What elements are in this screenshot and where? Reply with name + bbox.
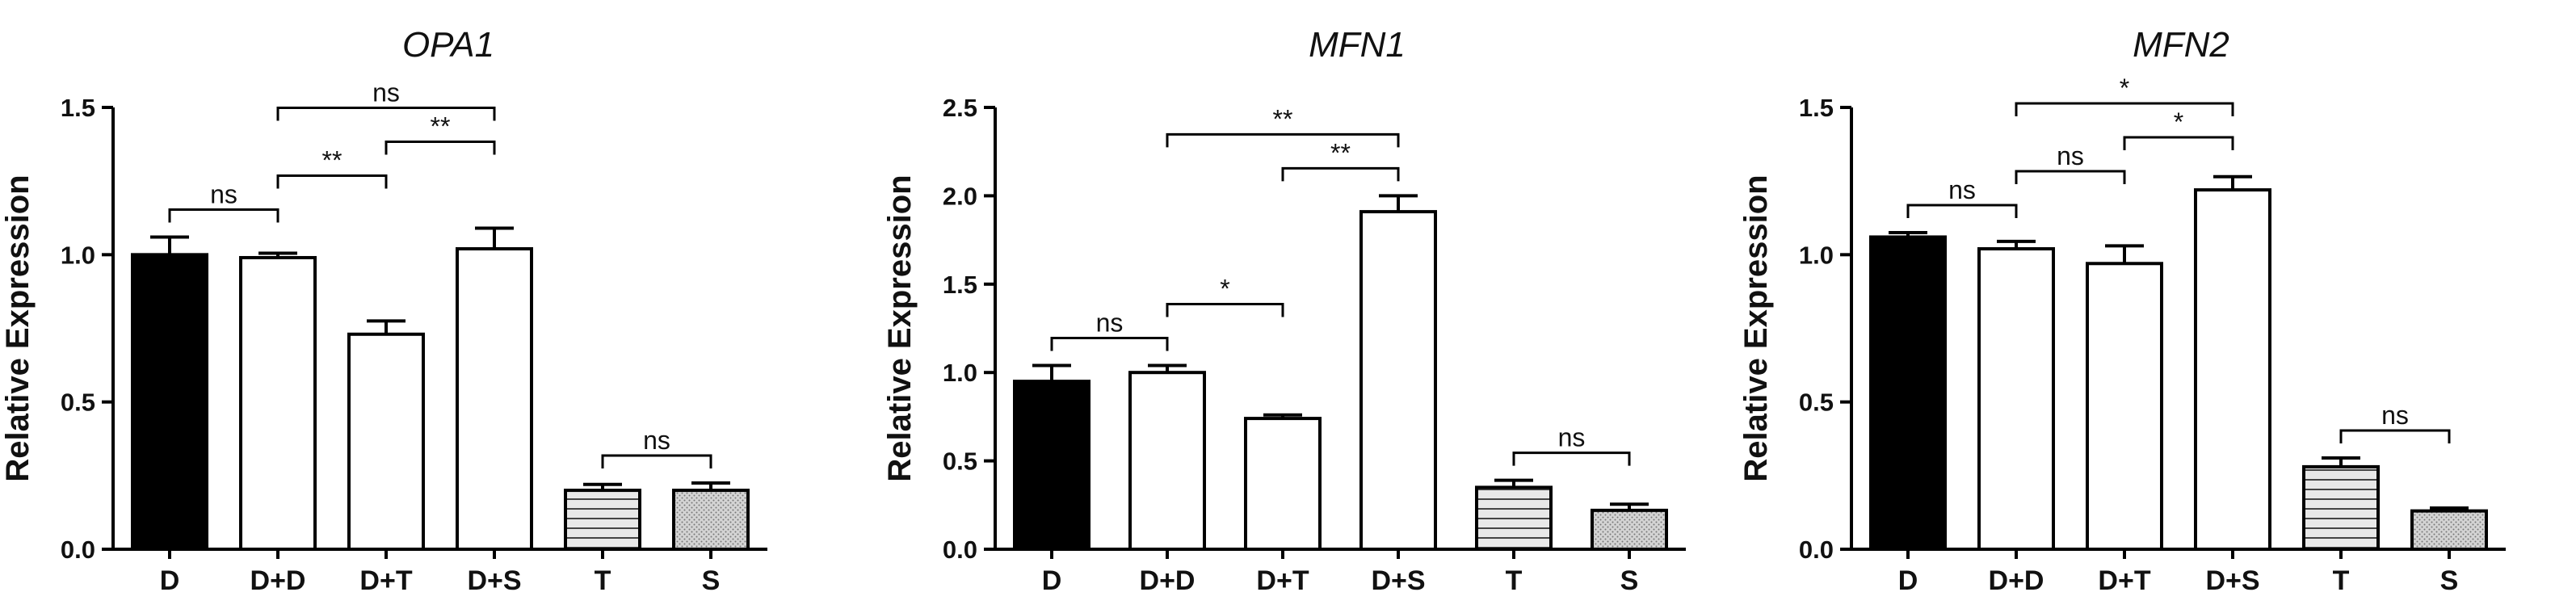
significance-bracket (1281, 166, 1400, 182)
x-tick-label: D (1898, 565, 1918, 596)
significance-label: ns (372, 78, 400, 107)
y-tick-label: 1.5 (1799, 94, 1834, 122)
x-tick-label: S (1620, 565, 1639, 596)
bar (347, 332, 425, 551)
significance-bracket (2339, 429, 2451, 443)
significance-label: * (2174, 107, 2183, 136)
x-tick-label: D+T (1256, 565, 1309, 596)
x-tick-label: T (2333, 565, 2350, 596)
bar (1591, 508, 1668, 552)
y-tick-label: 1.5 (61, 94, 95, 122)
bar (456, 247, 533, 551)
y-axis-label: Relative Expression (0, 174, 36, 481)
significance-label: ns (1558, 423, 1586, 452)
y-tick-label: 0.5 (61, 388, 95, 417)
bar (672, 489, 750, 551)
y-tick-label: 0.5 (1799, 388, 1834, 417)
x-tick-label: D+T (2098, 565, 2150, 596)
significance-label: ns (2057, 141, 2084, 170)
chart-panel-opa1: OPA1 Relative Expression 0.0 0.5 1.0 1.5 D D+D D… (0, 25, 767, 596)
y-tick-label: 1.0 (1799, 241, 1834, 269)
x-tick-label: T (1506, 565, 1523, 596)
y-tick-label: 1.5 (943, 271, 977, 299)
bar (564, 489, 641, 551)
bar (1869, 235, 1947, 551)
bar (2302, 464, 2380, 551)
y-axis-label: Relative Expression (1738, 174, 1774, 481)
chart-panel-mfn2: MFN2 Relative Expression 0.0 0.5 1.0 1.5 D D+D D… (1738, 25, 2506, 596)
x-tick-label: D+S (2205, 565, 2259, 596)
chart-title: OPA1 (402, 25, 494, 65)
x-tick-label: D+D (1140, 565, 1196, 596)
significance-bracket (1512, 452, 1631, 466)
x-tick-label: D+D (250, 565, 306, 596)
significance-bracket (1166, 132, 1400, 148)
chart-title: MFN2 (2133, 25, 2229, 65)
bar (131, 253, 208, 551)
y-tick-label: 2.0 (943, 182, 977, 210)
significance-label: ns (1096, 308, 1124, 337)
significance-label: ** (1273, 104, 1293, 133)
significance-bracket (2015, 102, 2234, 116)
y-tick-label: 1.0 (943, 359, 977, 387)
significance-bracket (1166, 302, 1284, 317)
significance-bracket (1050, 336, 1169, 351)
y-tick-label: 0.0 (1799, 536, 1834, 564)
bar (1128, 371, 1206, 552)
bar (1977, 247, 2055, 551)
bar (2194, 188, 2271, 552)
chart-title: MFN1 (1309, 25, 1406, 65)
significance-bracket (601, 454, 712, 468)
x-tick-label: T (595, 565, 611, 596)
significance-label: ** (1330, 138, 1351, 167)
y-axis-label: Relative Expression (882, 174, 918, 481)
significance-bracket (385, 140, 496, 155)
chart-panel-mfn1: MFN1 Relative Expression 0.0 0.5 1.0 1.5 2.0 2.… (882, 25, 1686, 596)
x-tick-label: S (2440, 565, 2459, 596)
bar (2086, 262, 2163, 551)
significance-label: ns (2381, 401, 2409, 430)
significance-label: ns (210, 179, 237, 208)
bar (239, 255, 317, 551)
significance-label: ** (322, 145, 342, 174)
significance-bracket (168, 208, 279, 223)
bar (2410, 509, 2488, 551)
bar (1359, 210, 1437, 551)
significance-label: ns (1948, 175, 1976, 204)
x-tick-label: S (702, 565, 721, 596)
y-tick-label: 0.0 (61, 536, 95, 564)
x-tick-label: D+S (467, 565, 521, 596)
y-tick-label: 0.0 (943, 536, 977, 564)
x-tick-label: D+D (1989, 565, 2044, 596)
y-tick-label: 2.5 (943, 94, 977, 122)
significance-bracket (1906, 204, 2018, 218)
significance-bracket (276, 106, 496, 121)
x-tick-label: D+S (1371, 565, 1425, 596)
x-tick-label: D (1042, 565, 1062, 596)
x-tick-label: D (160, 565, 180, 596)
y-tick-label: 1.0 (61, 241, 95, 269)
bar (1475, 485, 1553, 551)
significance-label: ns (643, 426, 670, 455)
significance-bracket (276, 174, 388, 189)
bar (1244, 417, 1322, 552)
bar (1013, 380, 1090, 552)
significance-bracket (2123, 136, 2234, 150)
significance-label: * (2120, 74, 2129, 103)
significance-label: * (1220, 274, 1229, 303)
significance-label: ** (431, 111, 451, 141)
y-tick-label: 0.5 (943, 447, 977, 476)
x-tick-label: D+T (359, 565, 412, 596)
significance-bracket (2015, 170, 2126, 184)
